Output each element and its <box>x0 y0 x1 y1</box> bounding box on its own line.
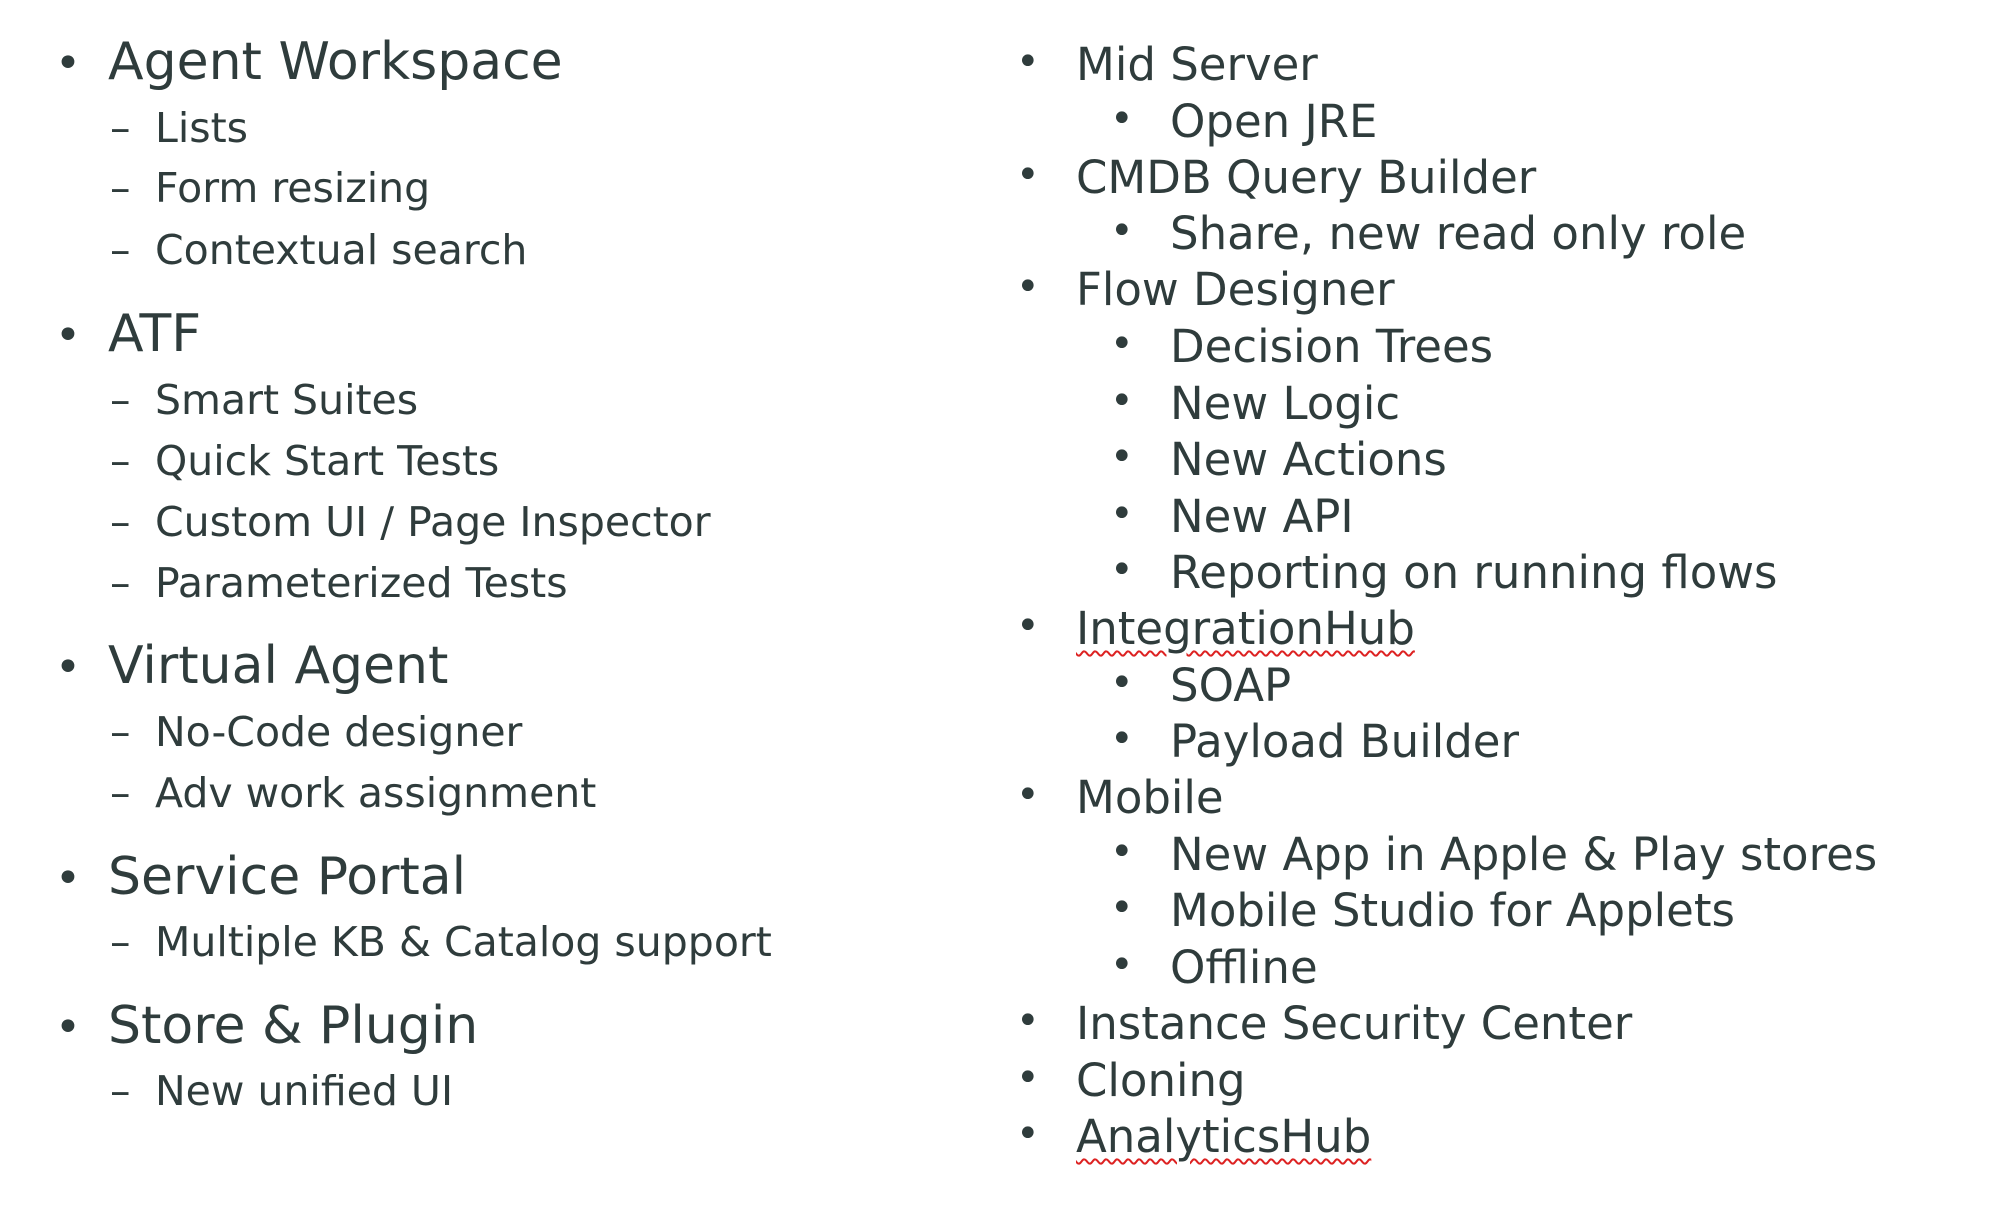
bullet-icon: • <box>1110 716 1134 762</box>
section-title: Service Portal <box>108 847 467 907</box>
left-bullet-column: • Agent Workspace – Lists – Form resizin… <box>0 0 960 1214</box>
section-title: Flow Designer <box>1076 263 1395 316</box>
section-title: Store & Plugin <box>108 996 479 1056</box>
item-label: Smart Suites <box>155 376 419 424</box>
item-label: No-Code designer <box>155 708 523 756</box>
section-title: Agent Workspace <box>108 32 563 92</box>
item-label: Contextual search <box>155 226 528 274</box>
dash-icon: – <box>110 104 131 152</box>
bullet-icon: • <box>1016 39 1040 85</box>
bullet-icon: • <box>1016 1055 1040 1101</box>
section-title: Mid Server <box>1076 38 1318 91</box>
item-label: Quick Start Tests <box>155 437 500 485</box>
item-label: Offline <box>1170 941 1318 994</box>
item-label: Open JRE <box>1170 95 1378 148</box>
section-title: AnalyticsHub <box>1076 1110 1372 1163</box>
bullet-icon: • <box>1110 942 1134 988</box>
bullet-icon: • <box>1110 491 1134 537</box>
item-label: Mobile Studio for Applets <box>1170 884 1735 937</box>
item-label: New Logic <box>1170 377 1401 430</box>
bullet-icon: • <box>1016 152 1040 198</box>
right-bullet-column: • Mid Server • Open JRE • CMDB Query Bui… <box>980 0 2010 1214</box>
section-title: Instance Security Center <box>1076 997 1633 1050</box>
dash-icon: – <box>110 226 131 274</box>
bullet-icon: • <box>1110 96 1134 142</box>
item-label: New unified UI <box>155 1067 454 1115</box>
section-title: Cloning <box>1076 1054 1246 1107</box>
item-label: SOAP <box>1170 659 1292 712</box>
bullet-icon: • <box>1016 1111 1040 1157</box>
bullet-icon: • <box>1110 547 1134 593</box>
section-title: Virtual Agent <box>108 636 449 696</box>
bullet-icon: • <box>1110 885 1134 931</box>
item-label: Form resizing <box>155 164 431 212</box>
bullet-icon: • <box>1016 772 1040 818</box>
item-label: Decision Trees <box>1170 320 1494 373</box>
bullet-icon: • <box>55 853 81 904</box>
item-label: Payload Builder <box>1170 715 1519 768</box>
item-label: New Actions <box>1170 433 1447 486</box>
item-label: Lists <box>155 104 249 152</box>
section-title: IntegrationHub <box>1076 602 1415 655</box>
section-title: CMDB Query Builder <box>1076 151 1537 204</box>
section-title: Mobile <box>1076 771 1224 824</box>
dash-icon: – <box>110 376 131 424</box>
dash-icon: – <box>110 559 131 607</box>
bullet-icon: • <box>55 310 81 361</box>
item-label: Multiple KB & Catalog support <box>155 918 772 966</box>
bullet-icon: • <box>55 1002 81 1053</box>
bullet-icon: • <box>1110 378 1134 424</box>
section-title: ATF <box>108 304 202 364</box>
bullet-icon: • <box>55 38 81 89</box>
bullet-icon: • <box>1110 829 1134 875</box>
item-label: Adv work assignment <box>155 769 597 817</box>
item-label: Custom UI / Page Inspector <box>155 498 711 546</box>
item-label: Share, new read only role <box>1170 207 1747 260</box>
item-label: Parameterized Tests <box>155 559 568 607</box>
bullet-icon: • <box>1110 321 1134 367</box>
item-label: New API <box>1170 490 1354 543</box>
dash-icon: – <box>110 708 131 756</box>
item-label: Reporting on running flows <box>1170 546 1778 599</box>
bullet-icon: • <box>1110 660 1134 706</box>
bullet-icon: • <box>1110 208 1134 254</box>
dash-icon: – <box>110 918 131 966</box>
item-label: New App in Apple & Play stores <box>1170 828 1878 881</box>
dash-icon: – <box>110 498 131 546</box>
bullet-icon: • <box>1016 998 1040 1044</box>
dash-icon: – <box>110 164 131 212</box>
bullet-icon: • <box>1016 264 1040 310</box>
bullet-icon: • <box>1110 434 1134 480</box>
dash-icon: – <box>110 437 131 485</box>
bullet-icon: • <box>55 642 81 693</box>
dash-icon: – <box>110 1067 131 1115</box>
dash-icon: – <box>110 769 131 817</box>
bullet-icon: • <box>1016 603 1040 649</box>
